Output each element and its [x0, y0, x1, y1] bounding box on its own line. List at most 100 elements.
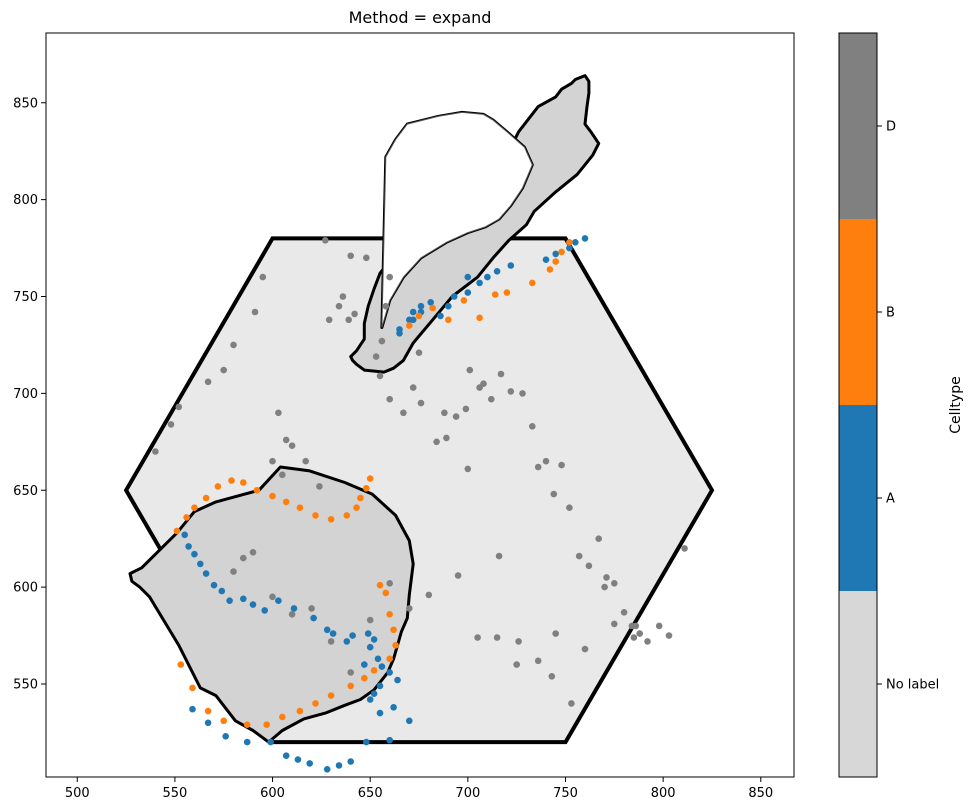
y-tick-label: 700 [13, 387, 38, 402]
point-A [427, 299, 435, 306]
point-D [519, 390, 526, 397]
point-D [550, 490, 558, 498]
lower-region [128, 465, 415, 744]
point-B [347, 682, 355, 690]
point-A [493, 268, 501, 275]
point-A [366, 643, 374, 651]
x-tick-label: 600 [260, 786, 285, 801]
point-B [361, 674, 368, 682]
series-A [181, 235, 589, 773]
point-D [585, 562, 593, 570]
point-D [632, 622, 640, 630]
point-A [290, 605, 298, 612]
point-B [312, 700, 319, 707]
point-B [240, 479, 247, 486]
point-D [462, 405, 470, 413]
point-D [595, 535, 602, 542]
point-D [378, 337, 386, 345]
point-A [386, 669, 394, 676]
point-A [310, 614, 317, 622]
colorbar-segment-b [839, 219, 877, 405]
point-B [366, 475, 374, 482]
point-B [429, 304, 437, 312]
point-B [476, 314, 483, 322]
point-B [546, 266, 554, 273]
point-D [515, 638, 522, 645]
colorbar-tick-label: D [886, 120, 896, 135]
point-D [152, 448, 159, 455]
point-A [323, 766, 331, 773]
point-D [542, 457, 550, 465]
chart-title: Method = expand [349, 8, 492, 27]
point-A [282, 752, 290, 759]
point-D [474, 634, 481, 641]
point-A [189, 705, 196, 713]
point-D [406, 605, 413, 612]
point-B [357, 494, 364, 502]
point-D [325, 316, 333, 324]
plot-frame [45, 32, 795, 778]
y-tick-label: 600 [13, 581, 38, 596]
point-D [611, 620, 618, 628]
point-D [345, 316, 353, 324]
point-D [464, 465, 472, 473]
point-B [406, 322, 413, 329]
point-B [243, 721, 251, 728]
point-D [581, 645, 589, 653]
point-D [603, 574, 610, 581]
point-A [191, 550, 198, 558]
point-A [484, 273, 491, 281]
point-A [364, 630, 372, 637]
point-B [445, 316, 452, 324]
point-D [425, 591, 433, 599]
point-D [415, 349, 423, 357]
point-B [327, 692, 335, 699]
point-D [167, 421, 175, 428]
point-B [491, 291, 499, 298]
point-A [409, 308, 417, 316]
point-A [366, 696, 374, 703]
point-D [507, 388, 515, 395]
point-A [390, 704, 397, 711]
point-D [175, 403, 183, 411]
x-tick-label: 850 [748, 786, 773, 801]
point-B [343, 512, 351, 519]
point-D [493, 634, 501, 641]
point-A [347, 758, 355, 765]
x-tick-label: 500 [65, 786, 90, 801]
point-A [222, 733, 229, 740]
point-D [269, 593, 276, 601]
point-B [173, 527, 181, 535]
point-B [386, 611, 394, 618]
point-D [282, 436, 290, 444]
point-D [249, 549, 257, 556]
point-B [327, 516, 335, 523]
point-D [386, 580, 394, 587]
x-tick-label: 750 [553, 786, 578, 801]
point-D [288, 611, 296, 618]
point-D [275, 409, 282, 417]
point-A [507, 262, 515, 269]
point-D [488, 395, 495, 403]
plot-area [45, 32, 795, 778]
point-D [230, 568, 237, 575]
point-A [218, 587, 226, 595]
point-A [376, 682, 384, 690]
point-A [396, 326, 403, 333]
point-A [464, 289, 472, 296]
point-A [572, 239, 579, 246]
point-B [312, 512, 319, 519]
y-tick-label: 550 [13, 678, 38, 693]
point-D [279, 471, 286, 479]
point-D [351, 310, 358, 318]
point-B [228, 477, 235, 484]
point-A [406, 717, 413, 725]
point-D [372, 353, 380, 360]
point-A [361, 661, 368, 668]
colorbar-segment-no-label [839, 591, 877, 777]
x-tick-label: 800 [651, 786, 676, 801]
point-D [452, 413, 460, 420]
point-A [240, 595, 247, 603]
colorbar-label: Celltype [948, 376, 964, 433]
y-tick-label: 800 [13, 193, 38, 208]
